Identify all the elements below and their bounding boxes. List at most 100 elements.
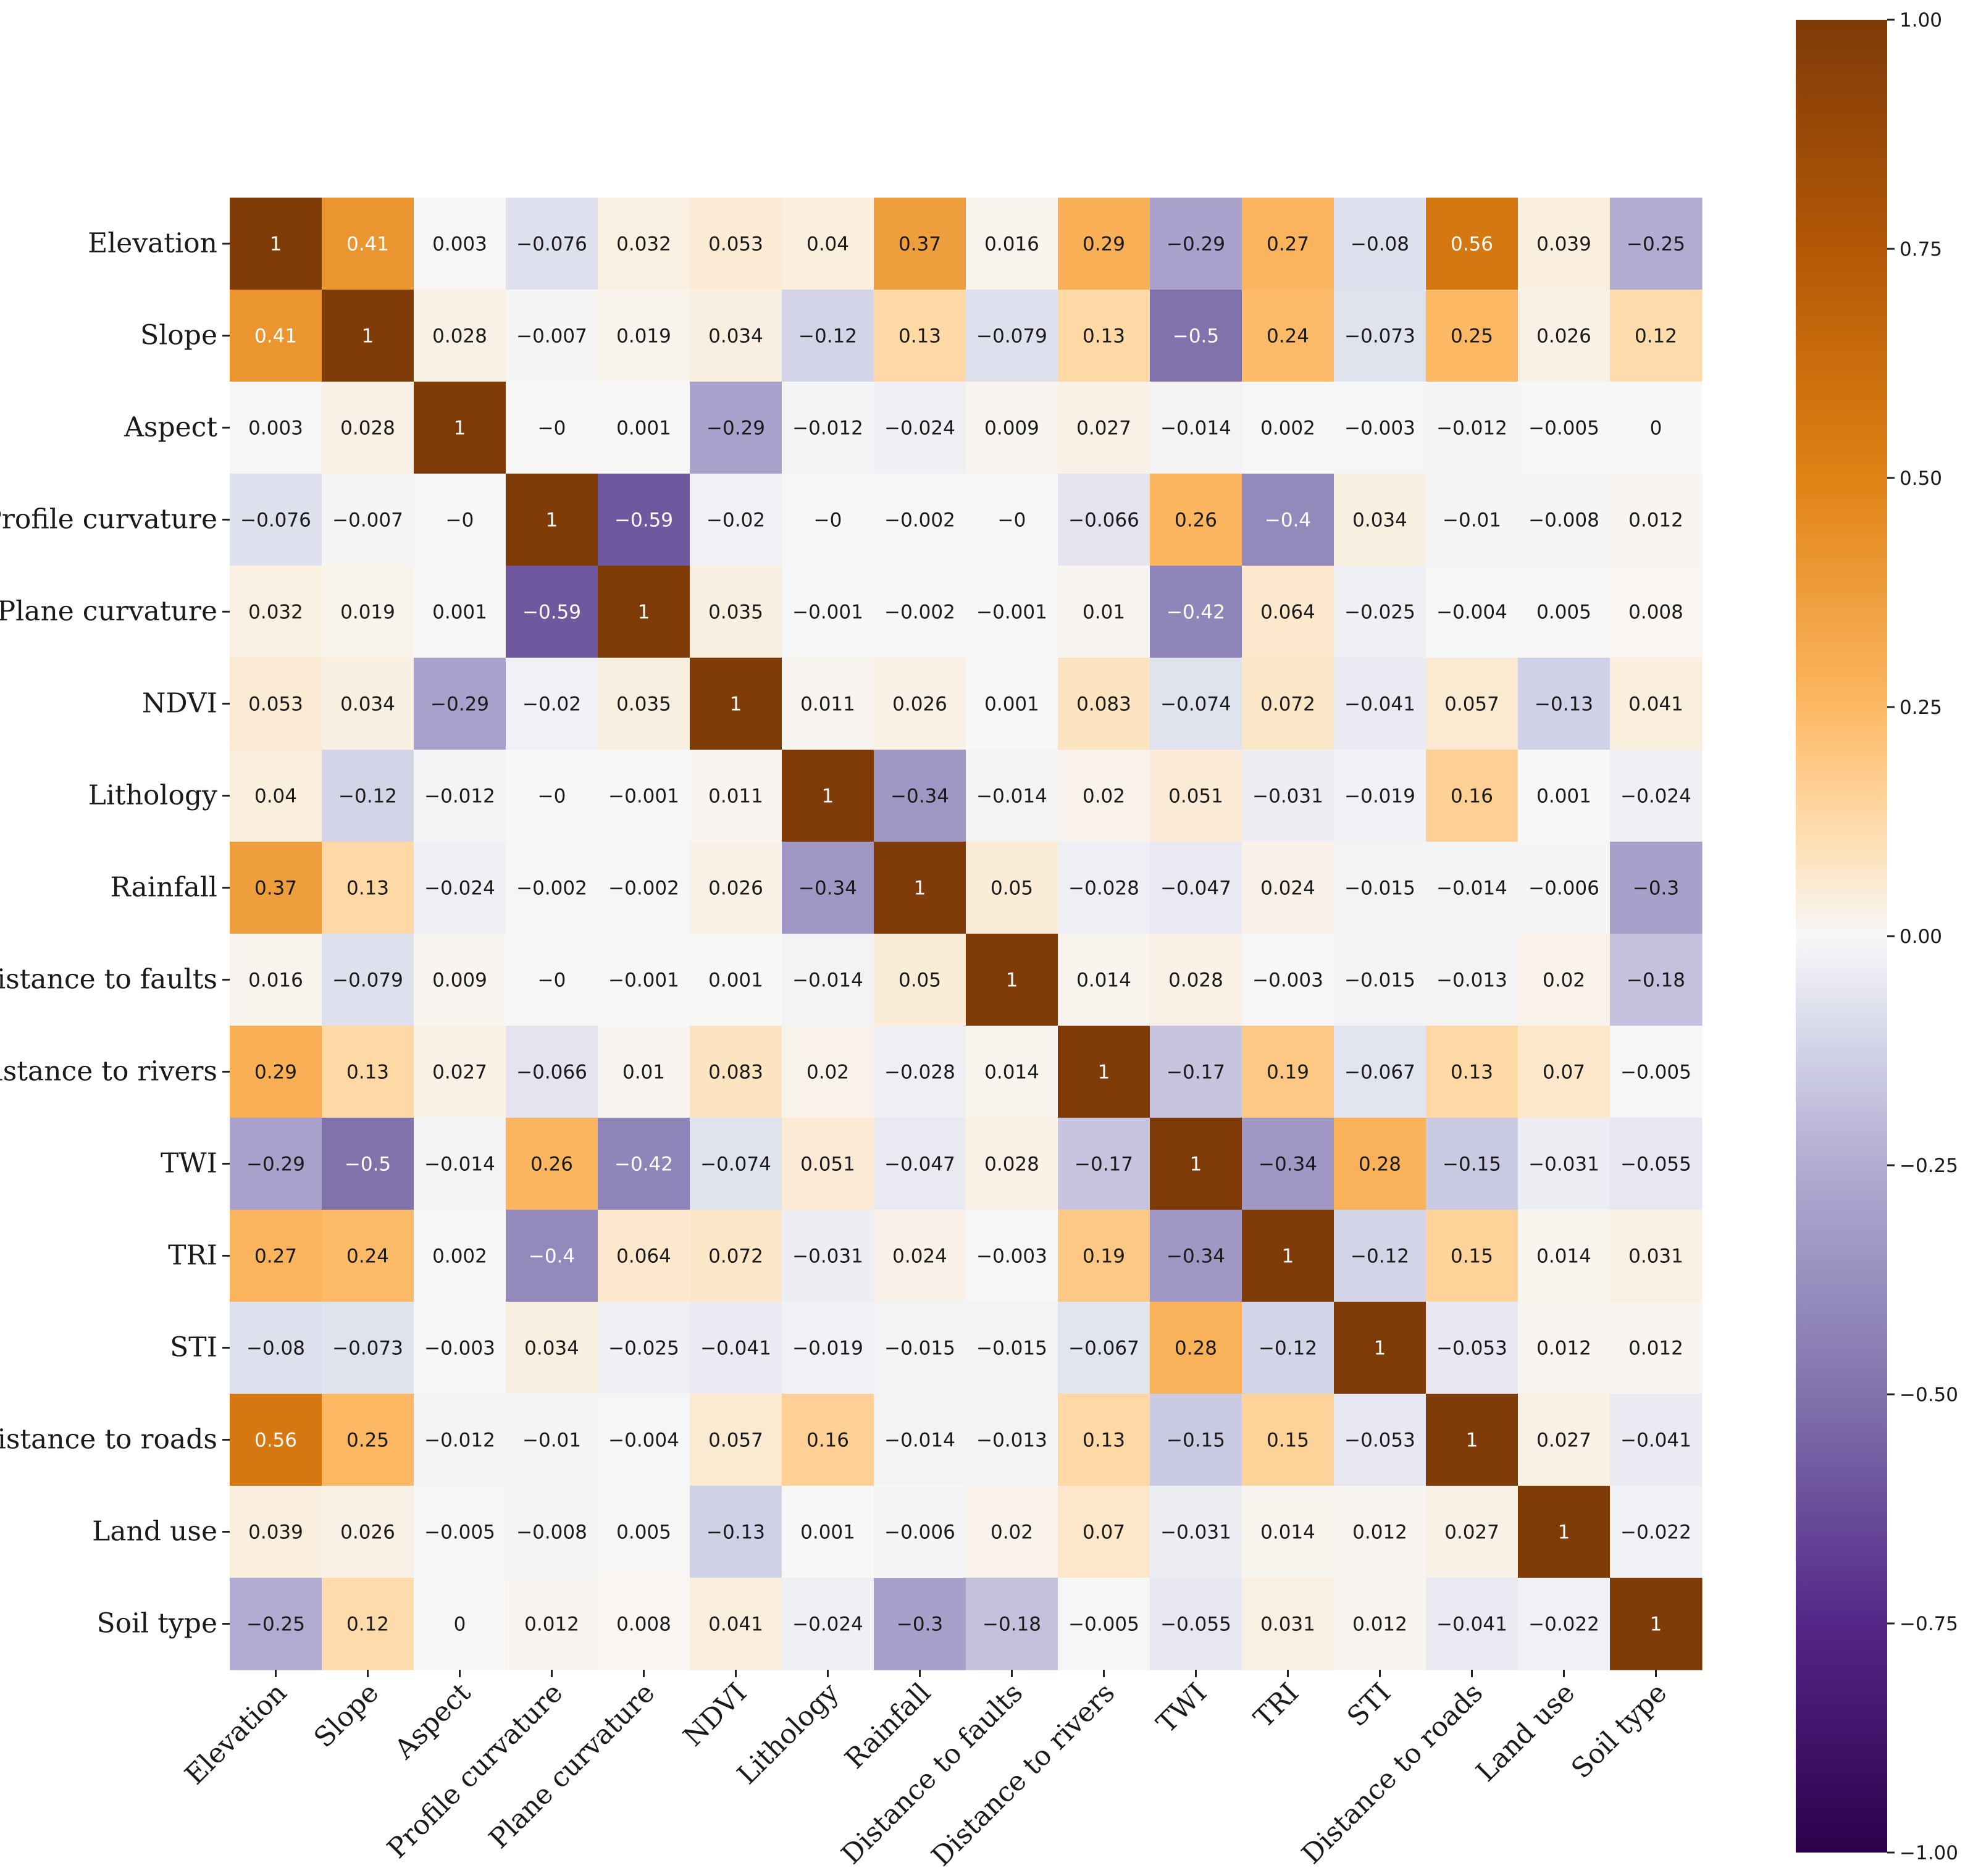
cell-value-label: −0.34 [798, 877, 857, 900]
cell-value-label: 0.014 [984, 1062, 1039, 1084]
heatmap-cell [322, 1486, 414, 1578]
cell-value-label: −0.003 [1344, 417, 1415, 440]
cell-value-label: 0.27 [254, 1246, 297, 1268]
heatmap-cell [506, 382, 598, 474]
heatmap-cell [322, 198, 414, 290]
heatmap-cell [782, 1394, 874, 1486]
cell-value-label: −0.002 [516, 877, 587, 900]
cell-value-label: −0.073 [1344, 325, 1415, 348]
cell-value-label: 0.014 [1536, 1246, 1591, 1268]
heatmap-cell [230, 1118, 322, 1210]
heatmap-cell [1334, 842, 1426, 934]
column-label: Plane curvature [483, 1677, 661, 1855]
cell-value-label: −0.59 [522, 601, 581, 624]
cell-value-label: −0.005 [424, 1522, 495, 1544]
cell-value-label: −0.02 [522, 693, 581, 716]
heatmap-cell [230, 842, 322, 934]
heatmap-cell [1242, 290, 1334, 382]
column-label: TRI [1248, 1677, 1305, 1735]
heatmap-cell [322, 474, 414, 566]
heatmap-cell [414, 934, 506, 1026]
cell-value-label: −0.005 [1528, 417, 1599, 440]
cell-value-label: −0.024 [792, 1614, 863, 1636]
heatmap-cell [1518, 474, 1611, 566]
column-label: Distance to roads [1296, 1677, 1489, 1870]
cell-value-label: −0.041 [1620, 1430, 1691, 1452]
heatmap-cell [230, 1578, 322, 1670]
heatmap-cell [506, 750, 598, 842]
cell-value-label: 0.012 [524, 1614, 579, 1636]
cell-value-label: −0.5 [1173, 325, 1219, 348]
cell-value-label: −0.29 [1167, 233, 1225, 256]
cell-value-label: −0.12 [338, 785, 397, 808]
heatmap-cell [1242, 1394, 1334, 1486]
cell-value-label: 0.014 [1076, 969, 1131, 992]
cell-value-label: −0.3 [897, 1614, 943, 1636]
heatmap-cell [1518, 1486, 1611, 1578]
cell-value-label: 0.15 [1451, 1246, 1493, 1268]
heatmap-cell [230, 382, 322, 474]
heatmap-cell [966, 1486, 1058, 1578]
cell-value-label: −0.022 [1528, 1614, 1599, 1636]
cell-value-label: −0.15 [1443, 1154, 1501, 1176]
cell-value-label: −0.002 [608, 877, 679, 900]
cell-value-label: 0.009 [432, 969, 487, 992]
row-label: TRI [168, 1240, 217, 1271]
heatmap-cell [690, 382, 782, 474]
heatmap-cell [1058, 1026, 1150, 1118]
cell-value-label: −0.024 [884, 417, 955, 440]
heatmap-cell [322, 566, 414, 658]
cell-value-label: −0.053 [1344, 1430, 1415, 1452]
heatmap-cell [1610, 750, 1703, 842]
heatmap-cell [1242, 1578, 1334, 1670]
heatmap-cell [1150, 382, 1242, 474]
heatmap-cell [1334, 1486, 1426, 1578]
heatmap-cell [598, 290, 690, 382]
heatmap-cell [1058, 1394, 1150, 1486]
cell-value-label: −0.29 [246, 1154, 305, 1176]
heatmap-cell [506, 934, 598, 1026]
heatmap-cell [1610, 474, 1703, 566]
heatmap-cell [690, 1302, 782, 1394]
heatmap-cell [1518, 1210, 1611, 1302]
heatmap-cell [1426, 1578, 1518, 1670]
row-label: Rainfall [111, 872, 217, 903]
cell-value-label: −0.015 [1344, 969, 1415, 992]
heatmap-cell [1426, 1302, 1518, 1394]
cell-value-label: 0.028 [984, 1154, 1039, 1176]
cell-value-label: −0.067 [1344, 1062, 1415, 1084]
cell-value-label: −0.17 [1167, 1062, 1225, 1084]
heatmap-cell [1518, 1394, 1611, 1486]
heatmap-cell [1426, 750, 1518, 842]
cell-value-label: −0.014 [424, 1154, 495, 1176]
cell-value-label: 0.051 [1168, 785, 1223, 808]
cell-value-label: 0.005 [1536, 601, 1591, 624]
cell-value-label: −0.041 [700, 1338, 771, 1360]
cell-value-label: 0.24 [1267, 325, 1309, 348]
cell-value-label: 0.13 [899, 325, 941, 348]
cell-value-label: −0.003 [424, 1338, 495, 1360]
heatmap-cell [1334, 1394, 1426, 1486]
heatmap-cell [1150, 566, 1242, 658]
cell-value-label: 1 [454, 417, 466, 440]
heatmap-cell [506, 1118, 598, 1210]
cell-value-label: −0.5 [345, 1154, 391, 1176]
heatmap-cell [782, 1210, 874, 1302]
cell-value-label: −0.001 [608, 785, 679, 808]
cell-value-label: 0.008 [1628, 601, 1683, 624]
heatmap-cell [782, 750, 874, 842]
heatmap-cell [322, 382, 414, 474]
heatmap-cell [690, 198, 782, 290]
heatmap-cell [966, 1302, 1058, 1394]
heatmap-cell [782, 842, 874, 934]
cell-value-label: 0.005 [616, 1522, 671, 1544]
cell-value-label: −0.17 [1074, 1154, 1133, 1176]
heatmap-cell [966, 1394, 1058, 1486]
heatmap-cell [690, 1394, 782, 1486]
cell-value-label: 0.041 [1628, 693, 1683, 716]
cell-value-label: −0.025 [1344, 601, 1415, 624]
cell-value-label: −0.031 [1160, 1522, 1231, 1544]
heatmap-cell [1426, 1026, 1518, 1118]
cell-value-label: 0.019 [340, 601, 395, 624]
cell-value-label: 0.05 [991, 877, 1033, 900]
